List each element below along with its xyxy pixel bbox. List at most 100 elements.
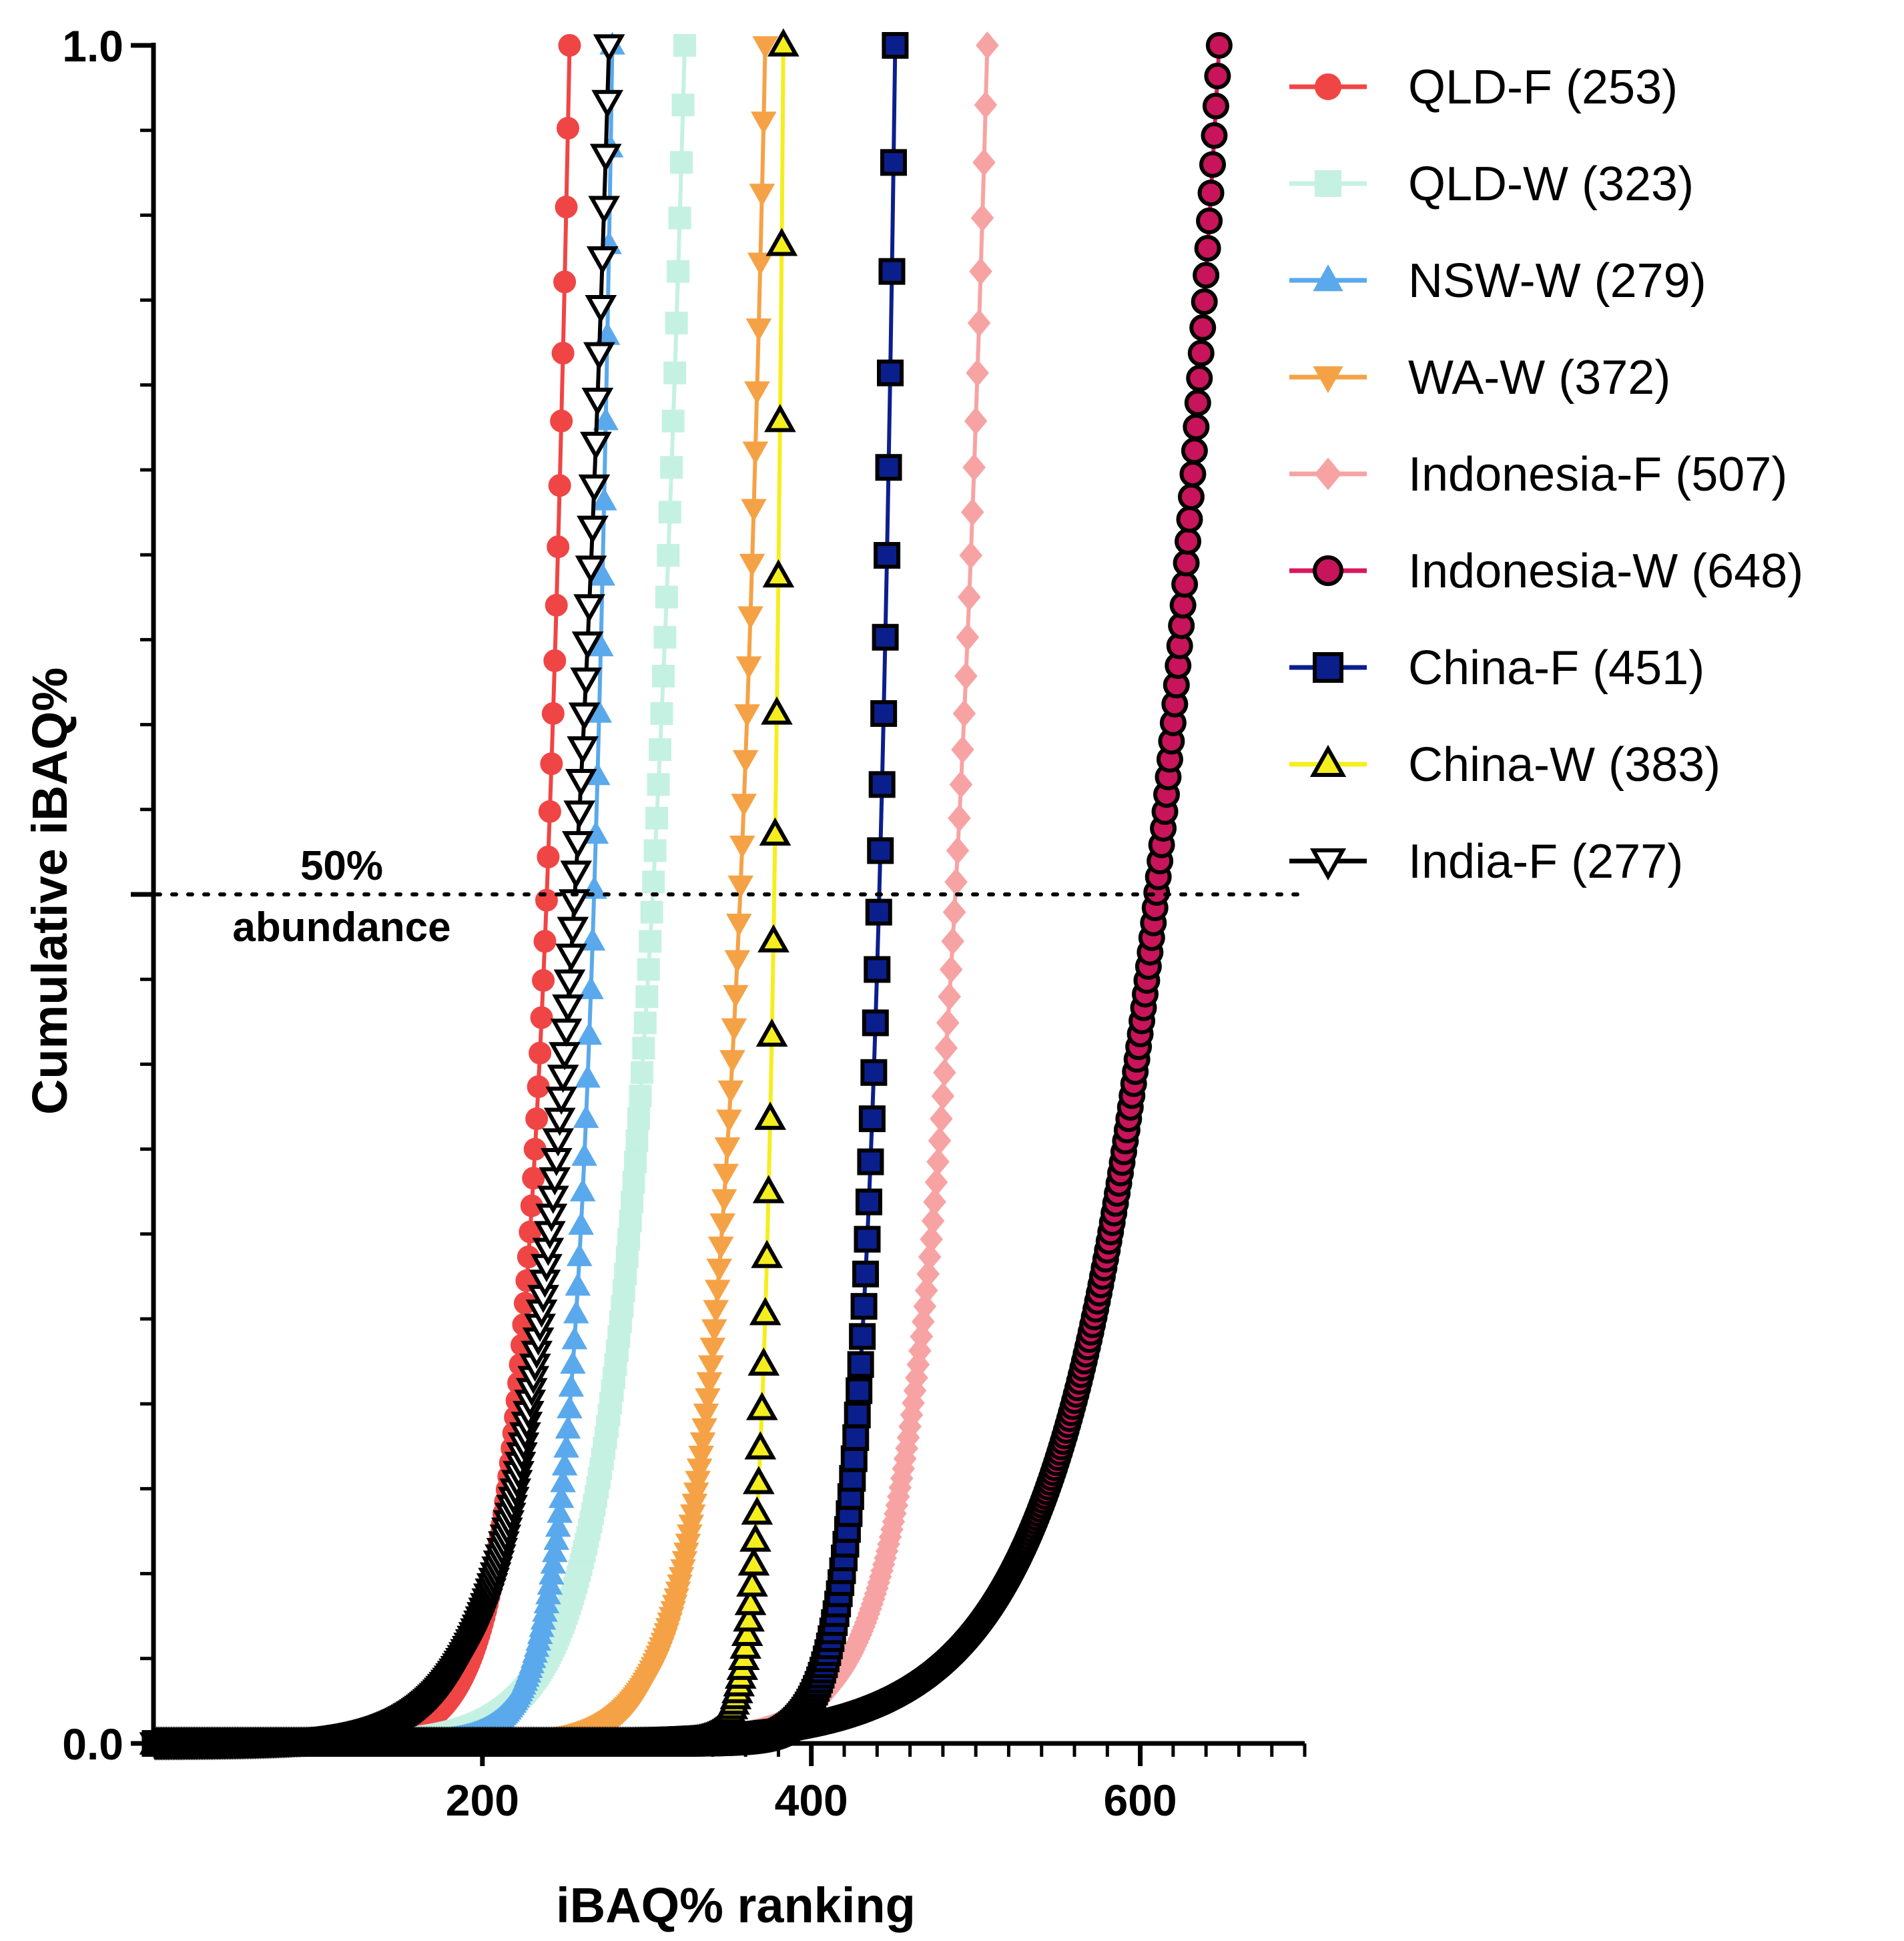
data-point <box>665 312 688 335</box>
data-point <box>936 1009 960 1037</box>
data-point <box>865 898 892 926</box>
x-tick-label: 600 <box>1104 1775 1177 1825</box>
data-point <box>540 1551 567 1574</box>
data-point <box>743 1466 775 1494</box>
data-point <box>736 1568 768 1597</box>
data-point <box>581 387 614 417</box>
data-point <box>541 702 565 725</box>
data-point <box>558 1374 585 1397</box>
data-point <box>914 1276 938 1305</box>
data-point <box>577 515 609 544</box>
legend-label: Indonesia-F (507) <box>1408 448 1787 501</box>
data-point <box>547 535 570 559</box>
data-point <box>1171 571 1199 598</box>
data-point <box>941 927 964 956</box>
data-point <box>957 583 981 611</box>
data-point <box>663 361 687 384</box>
data-point <box>737 1547 770 1576</box>
data-point <box>767 28 800 57</box>
data-point <box>735 656 762 679</box>
data-point <box>570 667 602 696</box>
data-point <box>1175 528 1202 555</box>
data-point <box>860 1059 888 1086</box>
data-point <box>543 1527 570 1550</box>
data-point <box>624 1150 647 1173</box>
data-point <box>633 1011 657 1035</box>
data-point <box>565 769 597 798</box>
data-point <box>622 1171 645 1194</box>
data-point <box>525 1107 549 1131</box>
data-point <box>723 985 749 1008</box>
data-point <box>739 1523 771 1552</box>
legend-label: China-F (451) <box>1408 641 1704 695</box>
series-2 <box>143 34 696 1755</box>
data-point <box>551 342 575 365</box>
data-point <box>533 930 557 953</box>
data-point <box>586 246 619 275</box>
data-point <box>847 1351 874 1378</box>
y-axis-title: Cumulative iBAQ% <box>22 667 77 1115</box>
data-point <box>751 1239 783 1268</box>
data-point <box>668 206 691 230</box>
data-point <box>852 1260 880 1288</box>
data-point <box>703 1300 729 1323</box>
data-point <box>875 454 902 481</box>
data-point <box>650 702 673 725</box>
data-point <box>862 1009 889 1037</box>
data-point <box>589 144 622 172</box>
data-point <box>1181 437 1208 465</box>
data-point <box>752 36 779 59</box>
data-point <box>913 1292 937 1320</box>
data-point <box>1194 235 1221 262</box>
data-point <box>939 955 963 984</box>
x-tick-label: 400 <box>775 1775 848 1825</box>
legend-item: China-W (383) <box>1289 738 1720 792</box>
data-point <box>538 800 561 823</box>
data-point <box>1193 262 1220 289</box>
data-point <box>765 228 798 256</box>
legend-item: Indonesia-W (648) <box>1289 545 1803 598</box>
legend-label: Indonesia-W (648) <box>1408 545 1803 598</box>
y-tick-label: 1.0 <box>62 21 123 71</box>
data-point <box>745 1392 778 1420</box>
data-point <box>759 817 791 846</box>
data-point <box>951 736 974 764</box>
data-point <box>1197 180 1225 207</box>
data-point <box>931 1082 955 1110</box>
data-point <box>545 1514 571 1537</box>
data-point <box>1199 151 1226 178</box>
legend: QLD-F (253) QLD-W (323) NSW-W (279) WA-W (3… <box>1289 61 1803 888</box>
data-point <box>578 976 604 999</box>
data-point <box>583 342 615 370</box>
data-point <box>964 406 988 435</box>
data-point <box>625 1129 649 1152</box>
reference-label-line1: 50% <box>300 843 383 889</box>
data-point <box>972 148 996 177</box>
data-point <box>874 542 901 569</box>
data-point <box>942 898 966 926</box>
data-point <box>589 563 616 586</box>
data-point <box>701 1319 727 1342</box>
data-point <box>733 1603 765 1632</box>
data-point <box>537 845 560 868</box>
data-point <box>1177 483 1205 511</box>
data-point <box>548 1485 575 1508</box>
legend-marker <box>1315 170 1341 197</box>
data-point <box>1205 32 1233 59</box>
data-point <box>920 1225 943 1254</box>
data-point <box>747 252 773 276</box>
data-point <box>962 453 986 482</box>
data-point <box>928 1127 952 1155</box>
data-point <box>651 664 675 687</box>
data-point <box>714 1137 741 1161</box>
data-point <box>555 943 587 972</box>
data-point <box>842 1424 870 1451</box>
data-point <box>643 839 667 862</box>
data-point <box>731 1617 763 1646</box>
data-point <box>918 1243 942 1271</box>
data-point <box>579 927 606 951</box>
data-point <box>1204 62 1231 89</box>
data-point <box>547 1500 573 1523</box>
data-point <box>762 559 795 588</box>
